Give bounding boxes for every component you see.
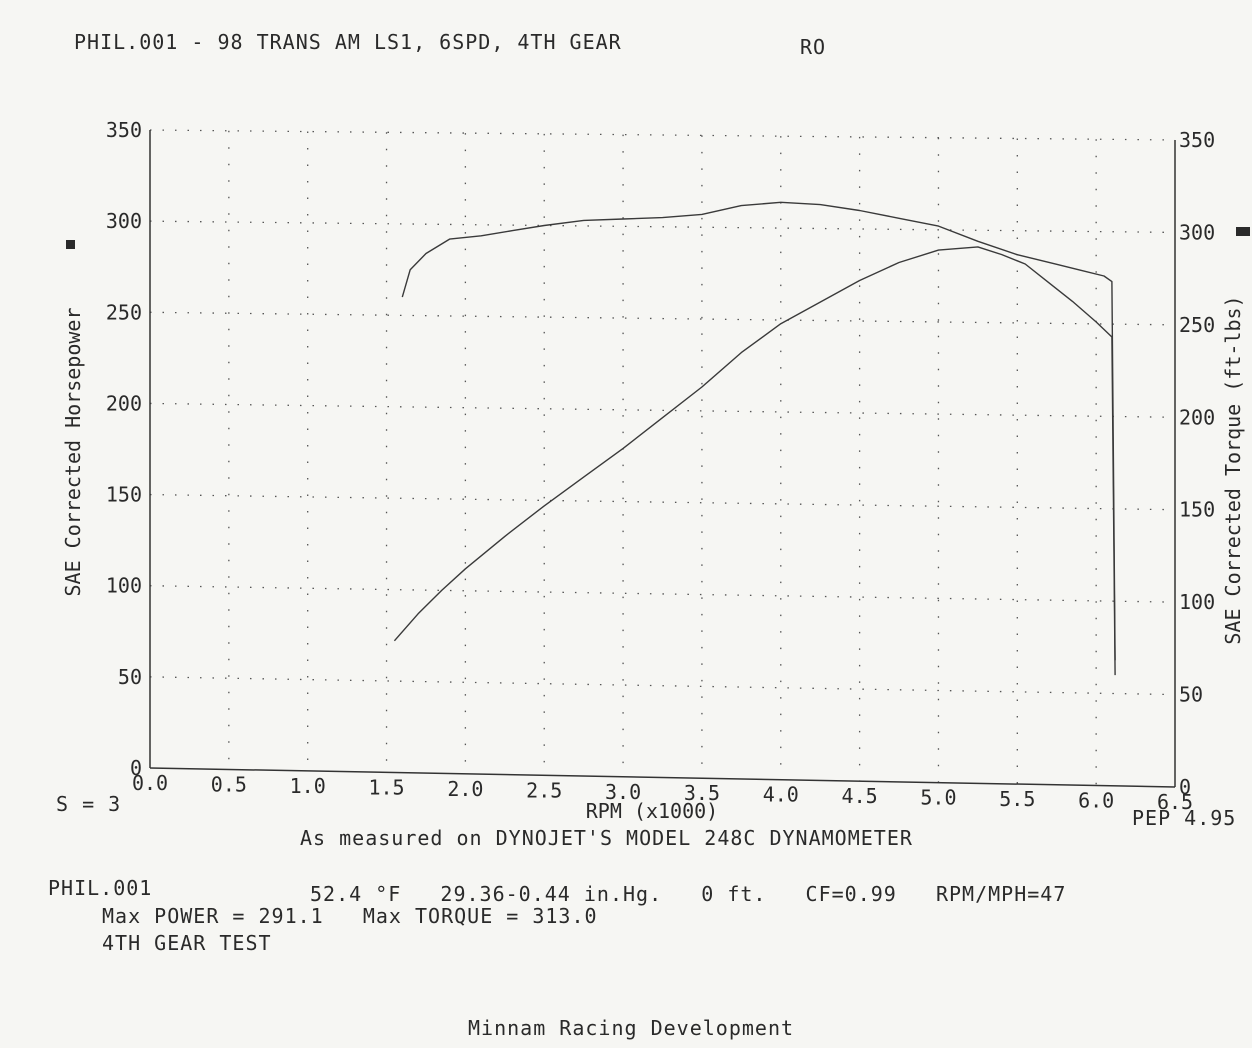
y-tick-label: 150 bbox=[106, 483, 142, 507]
chart-title: PHIL.001 - 98 TRANS AM LS1, 6SPD, 4TH GE… bbox=[74, 30, 622, 54]
run-conditions: 52.4 °F 29.36-0.44 in.Hg. 0 ft. CF=0.99 … bbox=[310, 882, 1067, 906]
x-tick-label: 4.5 bbox=[842, 784, 878, 808]
grid-line-horizontal bbox=[149, 585, 1176, 603]
x-tick-label: 2.5 bbox=[526, 778, 562, 802]
chart-grid bbox=[149, 129, 1176, 786]
left-marker bbox=[66, 240, 75, 249]
test-name: 4TH GEAR TEST bbox=[102, 931, 272, 955]
chart-curves bbox=[393, 201, 1116, 676]
x-tick-label: 1.0 bbox=[290, 774, 326, 798]
x-tick-label: 6.5 bbox=[1157, 790, 1193, 814]
x-tick-label: 5.0 bbox=[920, 786, 956, 810]
y-tick-label: 250 bbox=[106, 300, 142, 324]
x-tick-label: 0.0 bbox=[132, 771, 168, 795]
y-tick-label: 50 bbox=[118, 665, 142, 689]
smoothing-label: S = 3 bbox=[56, 792, 122, 816]
chart-tick-labels: 0.0 0.5 1.0 1.5 2.0 2.5 3.0 3.5 4.0 4.5 5.0 5.5 6.0 6… bbox=[106, 118, 1215, 814]
grid-line-horizontal bbox=[149, 402, 1176, 418]
grid-line-horizontal bbox=[149, 129, 1176, 141]
x-tick-label: 3.0 bbox=[605, 780, 641, 804]
grid-line-horizontal bbox=[149, 311, 1176, 326]
y2-tick-label: 100 bbox=[1179, 590, 1215, 614]
y-tick-label: 350 bbox=[106, 118, 142, 142]
x-axis-line bbox=[149, 767, 1176, 788]
y2-tick-label: 200 bbox=[1179, 405, 1215, 429]
company-name: Minnam Racing Development bbox=[468, 1016, 795, 1040]
grid-line-horizontal bbox=[149, 676, 1176, 696]
y-tick-label: 300 bbox=[106, 209, 142, 233]
right-marker bbox=[1236, 227, 1250, 236]
header-code: RO bbox=[800, 35, 827, 59]
y-tick-label: 200 bbox=[106, 391, 142, 415]
y-axis-label: SAE Corrected Horsepower bbox=[61, 308, 85, 597]
x-axis-label: RPM (x1000) bbox=[586, 799, 718, 823]
grid-line-horizontal bbox=[149, 220, 1176, 234]
x-tick-label: 2.0 bbox=[447, 777, 483, 801]
y2-tick-label: 250 bbox=[1179, 313, 1215, 337]
y2-tick-label: 350 bbox=[1179, 128, 1215, 152]
torque-curve bbox=[401, 201, 1116, 661]
chart-axes bbox=[149, 130, 1176, 788]
y-tick-label: 0 bbox=[130, 756, 142, 780]
y2-tick-label: 0 bbox=[1179, 775, 1191, 799]
x-tick-label: 1.5 bbox=[368, 775, 404, 799]
x-tick-label: 5.5 bbox=[999, 787, 1035, 811]
dyno-caption: As measured on DYNOJET'S MODEL 248C DYNA… bbox=[300, 826, 913, 850]
x-tick-label: 3.5 bbox=[684, 781, 720, 805]
horsepower-curve bbox=[393, 246, 1116, 676]
x-tick-label: 6.0 bbox=[1078, 789, 1114, 813]
y2-tick-label: 50 bbox=[1179, 683, 1203, 707]
max-values: Max POWER = 291.1 Max TORQUE = 313.0 bbox=[102, 904, 598, 928]
x-tick-label: 0.5 bbox=[211, 772, 247, 796]
x-tick-label: 4.0 bbox=[763, 783, 799, 807]
y2-tick-label: 150 bbox=[1179, 498, 1215, 522]
y2-tick-label: 300 bbox=[1179, 220, 1215, 244]
pep-label: PEP 4.95 bbox=[1132, 806, 1237, 830]
grid-line-horizontal bbox=[149, 493, 1176, 511]
run-name: PHIL.001 bbox=[48, 876, 153, 900]
y2-axis-label: SAE Corrected Torque (ft-lbs) bbox=[1221, 295, 1245, 644]
y-tick-label: 100 bbox=[106, 574, 142, 598]
